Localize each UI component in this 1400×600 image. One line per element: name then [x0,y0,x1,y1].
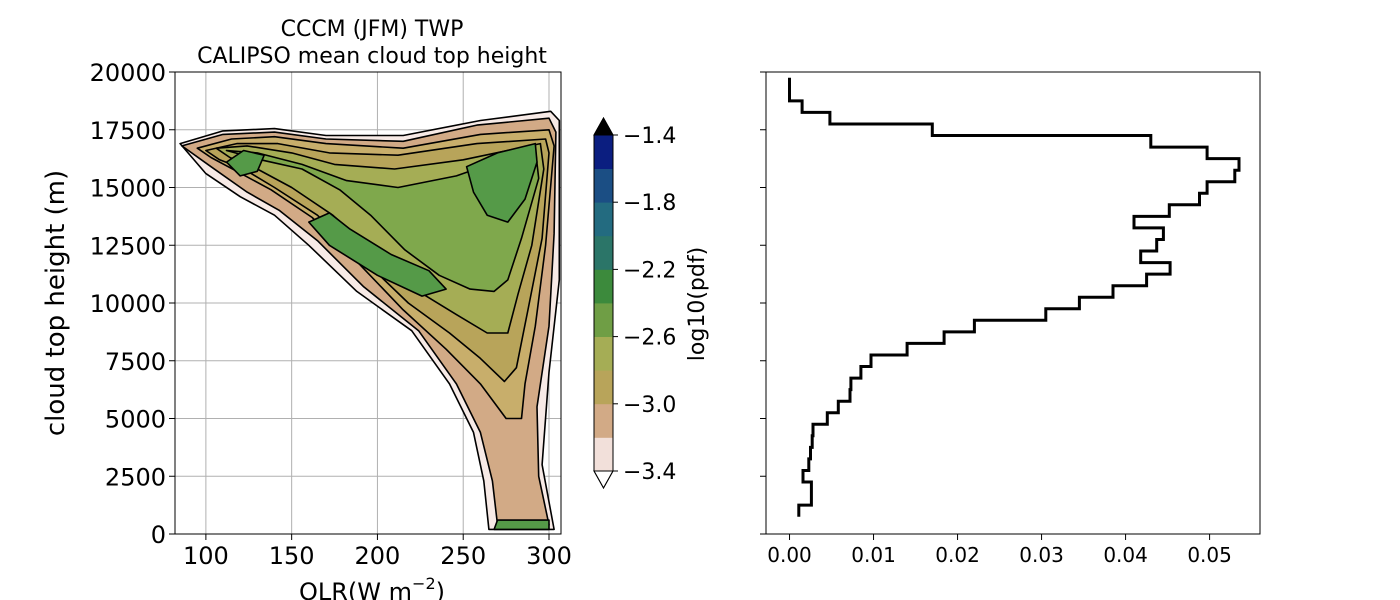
y-tick-label: 12500 [90,232,166,260]
x-tick-label: 100 [183,542,229,570]
contour-region [465,142,538,223]
x-axis-label-main: OLR(W m [299,578,412,600]
colorbar: −3.4 −3.0 −2.6 −2.2 −1.8 −1.4 log10(pdf) [593,116,710,490]
histogram-x-tick-label: 0.05 [1187,543,1232,567]
contour-x-axis-label: OLR(W m−2) [299,574,445,600]
colorbar-tick-label: −1.4 [623,124,676,149]
histogram-x-tick-label: 0.04 [1103,543,1148,567]
colorbar-band [594,269,613,304]
contour-region [225,147,540,293]
histogram-panel: 0.00 0.01 0.02 0.03 0.04 0.05 [760,71,1261,567]
histogram-step-line [788,77,1241,517]
colorbar-band [594,202,613,237]
colorbar-extend-max [593,116,614,136]
colorbar-band [594,336,613,371]
histogram-x-tick-label: 0.02 [935,543,980,567]
contour-fills [179,110,561,531]
x-axis-label-superscript: −2 [412,574,436,593]
colorbar-bands [593,116,614,490]
colorbar-tick-label: −3.4 [623,460,676,485]
histogram-y-ticks [760,71,766,535]
y-tick-label: 15000 [90,175,166,203]
contour-y-axis-label: cloud top height (m) [41,170,71,436]
contour-region [225,149,266,177]
colorbar-band [594,370,613,405]
histogram-x-tick-label: 0.03 [1019,543,1064,567]
x-tick-label: 200 [355,542,401,570]
x-tick-label: 150 [269,542,315,570]
histogram-x-ticks: 0.00 0.01 0.02 0.03 0.04 0.05 [767,534,1232,567]
colorbar-band [594,437,613,472]
colorbar-band [594,235,613,270]
colorbar-extend-min [593,470,614,490]
colorbar-band [594,168,613,203]
y-tick-label: 20000 [90,59,166,87]
colorbar-label: log10(pdf) [685,247,710,361]
colorbar-band [594,403,613,438]
contour-x-ticks: 100 150 200 250 300 [183,534,572,570]
colorbar-tick-label: −2.6 [623,326,676,351]
colorbar-tick-label: −2.2 [623,258,676,283]
contour-title-line-2: CALIPSO mean cloud top height [197,44,547,69]
histogram-plot-area [765,71,1261,535]
y-tick-label: 2500 [105,463,166,491]
x-tick-label: 250 [440,542,486,570]
colorbar-tick-label: −1.8 [623,191,676,216]
histogram-x-tick-label: 0.01 [851,543,896,567]
y-tick-label: 17500 [90,117,166,145]
colorbar-band [594,135,613,169]
x-tick-label: 300 [526,542,572,570]
contour-region [493,519,550,531]
colorbar-ticks: −3.4 −3.0 −2.6 −2.2 −1.8 −1.4 [613,124,676,485]
colorbar-tick-label: −3.0 [623,393,676,418]
colorbar-band [594,303,613,337]
y-tick-label: 0 [151,521,166,549]
y-tick-label: 7500 [105,348,166,376]
y-tick-label: 10000 [90,290,166,318]
x-axis-label-suffix: ) [436,578,445,600]
histogram-x-tick-label: 0.00 [767,543,812,567]
y-tick-label: 5000 [105,406,166,434]
contour-region [307,212,447,297]
contour-title-line-1: CCCM (JFM) TWP [281,17,464,42]
contour-y-ticks: 0 2500 5000 7500 10000 12500 15000 17500 20000 [90,59,175,549]
contour-panel: 100 150 200 250 300 0 2500 5000 7500 10000 12500 1… [41,17,572,600]
